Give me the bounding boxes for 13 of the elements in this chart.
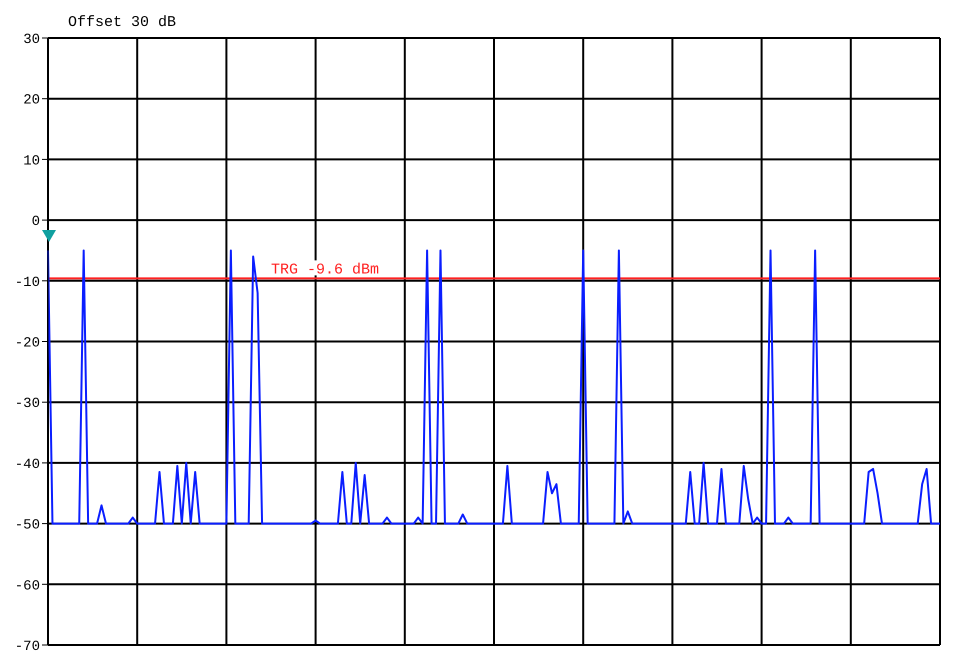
y-tick-label: -10 (14, 274, 40, 291)
y-tick-label: -40 (14, 456, 40, 473)
ref-line-label: TRG -9.6 dBm (271, 261, 380, 278)
y-tick-label: -60 (14, 578, 40, 594)
y-tick-label: -20 (14, 335, 40, 352)
y-tick-label: -50 (14, 518, 40, 534)
text: Offset 30 dB (68, 14, 176, 31)
y-tick-label: -70 (14, 638, 40, 655)
y-tick-label: 30 (23, 32, 40, 48)
y-tick-label: -30 (14, 396, 40, 412)
y-tick-label: 0 (32, 214, 40, 230)
y-tick-label: 20 (23, 92, 40, 109)
y-tick-label: 10 (23, 153, 40, 170)
